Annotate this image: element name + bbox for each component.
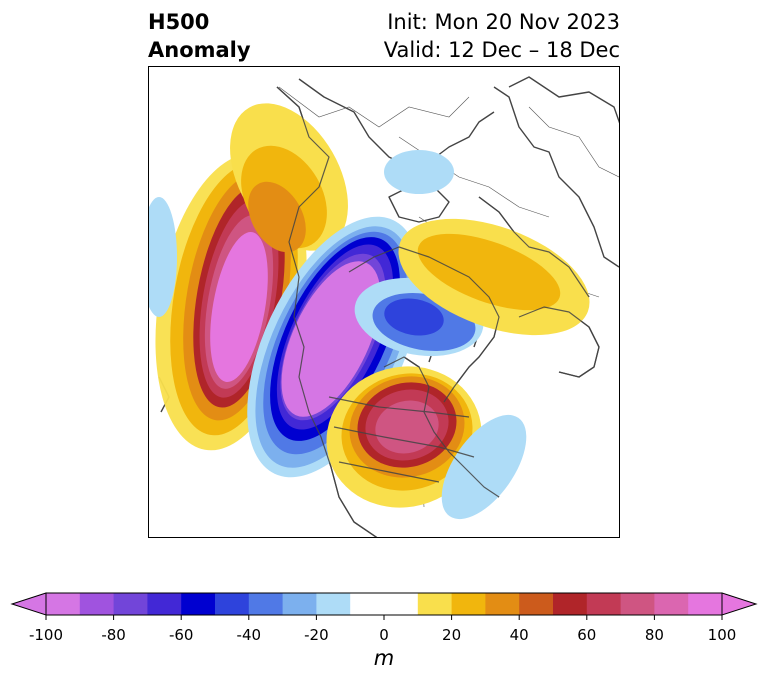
positive-anomaly-eastern-us (326, 366, 482, 508)
title-init-date: Init: Mon 20 Nov 2023 (387, 10, 620, 34)
colorbar (10, 592, 758, 620)
colorbar-segment (147, 593, 182, 615)
title-variable: H500 (148, 10, 210, 34)
colorbar-tick-label: 100 (707, 626, 737, 644)
colorbar-segment (519, 593, 554, 615)
colorbar-segment (248, 593, 284, 615)
colorbar-segment (113, 593, 148, 615)
colorbar-segment (654, 593, 689, 615)
colorbar-tick-label: 0 (379, 626, 389, 644)
colorbar-extend-max (721, 592, 758, 616)
colorbar-extend-min (10, 592, 47, 616)
colorbar-segment (384, 593, 419, 615)
positive-anomaly-eurasia (398, 218, 590, 336)
colorbar-segment (688, 593, 723, 615)
colorbar-segment (586, 593, 622, 615)
positive-anomaly-alaska (230, 103, 348, 253)
colorbar-tick-label: -80 (101, 626, 126, 644)
title-variable-type: Anomaly (148, 38, 251, 62)
colorbar-tick-label: 60 (577, 626, 597, 644)
negative-anomaly-arctic (384, 150, 454, 194)
colorbar-tick-label: -40 (236, 626, 262, 644)
colorbar-segment (417, 593, 453, 615)
colorbar-tick-label: -60 (168, 626, 194, 644)
colorbar-tick-label: 20 (442, 626, 462, 644)
map-title-left: H500 Anomaly (148, 8, 251, 64)
colorbar-segment (79, 593, 115, 615)
colorbar-segment (350, 593, 385, 615)
colorbar-tick-label: 40 (509, 626, 529, 644)
colorbar-unit-label: m (373, 646, 395, 670)
colorbar-segment (282, 593, 317, 615)
colorbar-segment (451, 593, 486, 615)
colorbar-segment (316, 593, 351, 615)
colorbar-segment (215, 593, 250, 615)
colorbar-segment (181, 593, 216, 615)
colorbar-tick-label: 80 (644, 626, 664, 644)
colorbar-tick-label: -100 (28, 626, 64, 644)
colorbar-segment (553, 593, 588, 615)
map-title-right: Init: Mon 20 Nov 2023 Valid: 12 Dec – 18… (384, 8, 620, 64)
colorbar-tick-label: -20 (304, 626, 329, 644)
negative-anomaly-atlantic (441, 414, 527, 520)
title-valid-range: Valid: 12 Dec – 18 Dec (383, 38, 620, 62)
colorbar-segment (620, 593, 655, 615)
colorbar-segment (46, 593, 81, 615)
negative-anomaly-siberia-edge (149, 197, 177, 317)
colorbar-segment (485, 593, 520, 615)
anomaly-map (148, 66, 620, 538)
